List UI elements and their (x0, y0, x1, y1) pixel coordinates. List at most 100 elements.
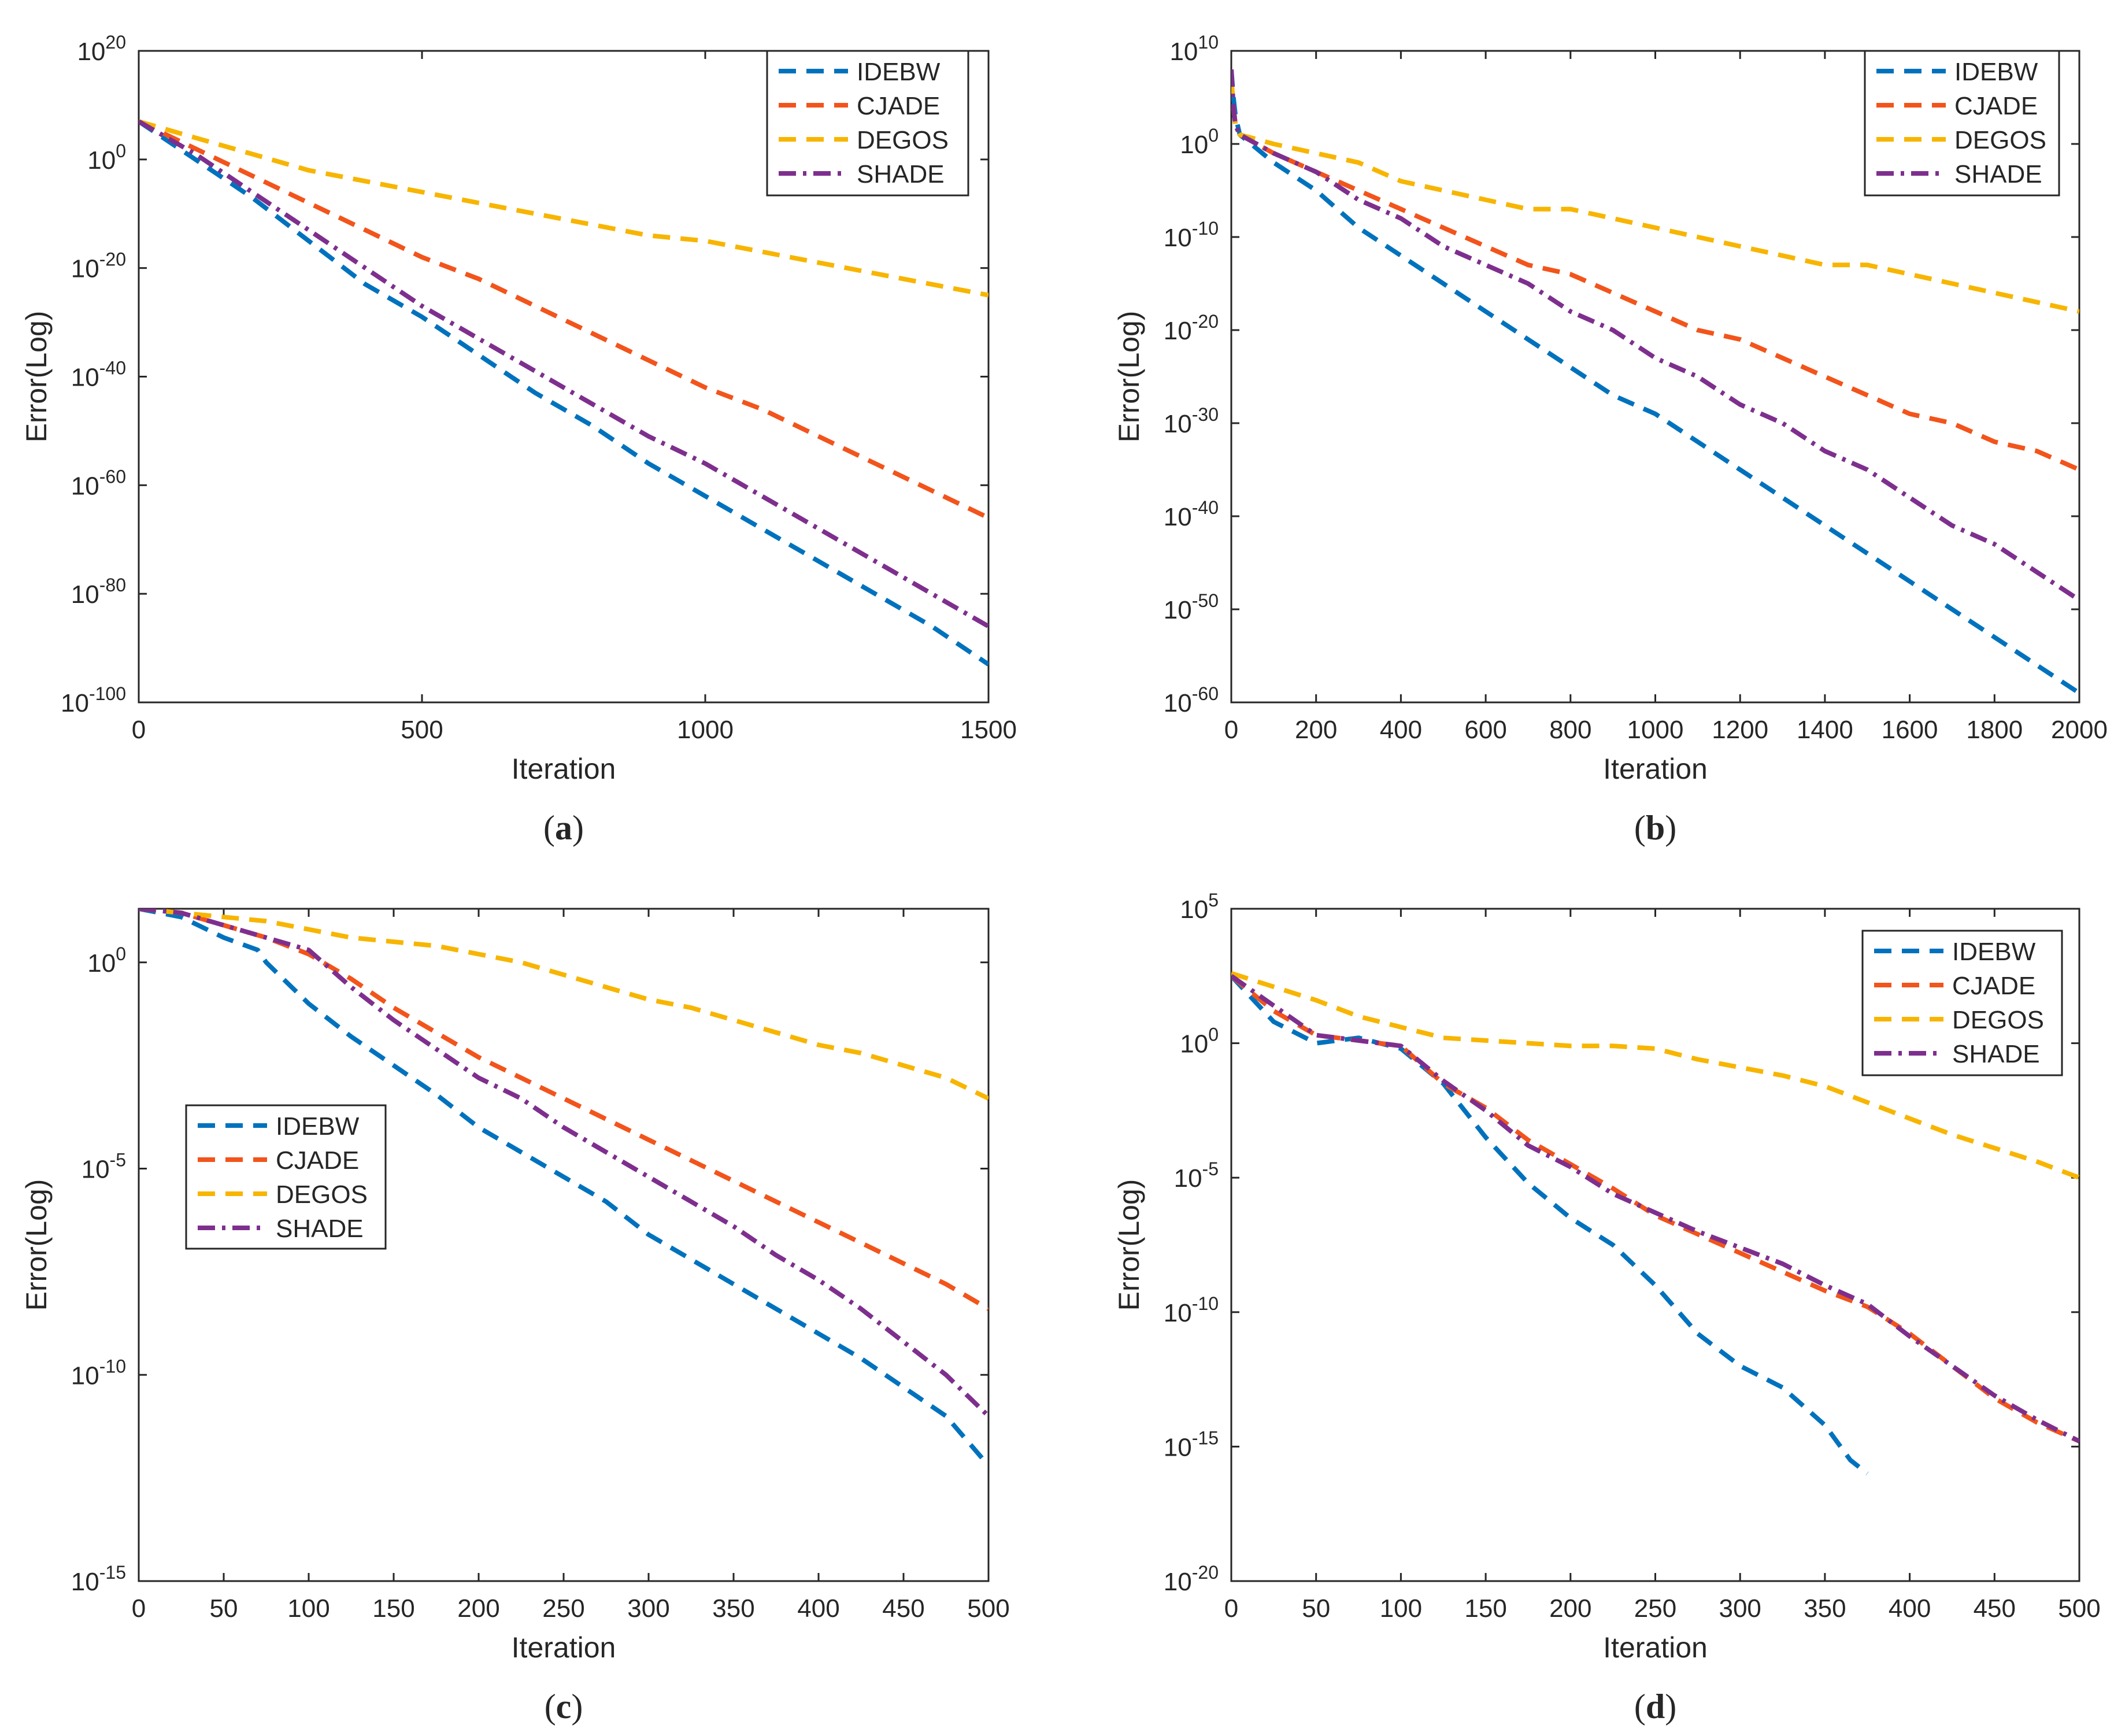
x-tick-label: 1000 (1627, 716, 1684, 744)
y-tick-label: 105 (1180, 890, 1219, 924)
y-axis-label: Error(Log) (20, 311, 53, 443)
legend-box (766, 50, 969, 197)
panel-caption: (a) (543, 809, 584, 847)
x-tick-label: 300 (627, 1594, 669, 1623)
x-axis-label: Iteration (1603, 1631, 1708, 1664)
legend-label-idebw: IDEBW (276, 1112, 360, 1141)
x-tick-label: 100 (1380, 1594, 1422, 1623)
x-tick-label: 0 (1224, 1594, 1238, 1623)
x-tick-label: 200 (457, 1594, 499, 1623)
y-tick-label: 100 (87, 943, 126, 978)
x-tick-label: 0 (132, 1594, 146, 1623)
y-tick-label: 10-15 (1164, 1427, 1219, 1461)
legend: IDEBW CJADE DEGOS SHADE (1864, 50, 2060, 197)
x-tick-label: 350 (1804, 1594, 1846, 1623)
legend-label-degos: DEGOS (1954, 126, 2046, 154)
legend-label-cjade: CJADE (857, 92, 940, 120)
x-axis-label: Iteration (1603, 753, 1708, 785)
y-tick-label: 100 (87, 140, 126, 175)
x-tick-label: 500 (401, 716, 443, 744)
y-tick-label: 10-5 (1174, 1158, 1219, 1193)
legend-label-cjade: CJADE (1952, 972, 2035, 1000)
x-tick-label: 100 (287, 1594, 329, 1623)
legend-label-idebw: IDEBW (1954, 58, 2038, 86)
series-line-shade (1231, 974, 2079, 1443)
y-tick-label: 10-30 (1164, 404, 1219, 438)
x-tick-label: 300 (1719, 1594, 1761, 1623)
y-tick-label: 10-5 (82, 1150, 126, 1184)
y-tick-label: 10-80 (71, 575, 126, 609)
panel-caption: (d) (1634, 1687, 1676, 1726)
legend-box (1861, 930, 2063, 1076)
y-tick-label: 100 (1180, 1024, 1219, 1058)
x-tick-label: 350 (712, 1594, 754, 1623)
chart-panel-a: 0 500 1000 1500 1020 100 10-20 10-40 10-60 10-80 1… (20, 32, 1017, 847)
x-tick-label: 0 (1224, 716, 1238, 744)
y-tick-label: 100 (1180, 125, 1219, 159)
series-line-idebw (139, 119, 988, 667)
series-line-degos (1231, 78, 2079, 314)
y-tick-label: 10-20 (1164, 311, 1219, 345)
legend-label-degos: DEGOS (1952, 1006, 2044, 1034)
panel-caption: (c) (545, 1687, 583, 1726)
x-tick-label: 50 (210, 1594, 238, 1623)
chart-panel-d: 0 50 100 150 200 250 300 350 400 450 500 105 100 10-5… (1113, 890, 2101, 1726)
y-tick-label: 10-50 (1164, 590, 1219, 624)
x-tick-label: 1500 (960, 716, 1017, 744)
y-tick-label: 10-10 (1164, 218, 1219, 252)
y-tick-label: 10-10 (1164, 1293, 1219, 1327)
y-tick-label: 10-40 (1164, 497, 1219, 531)
x-tick-label: 500 (967, 1594, 1009, 1623)
y-tick-label: 10-10 (71, 1356, 126, 1390)
legend-label-idebw: IDEBW (857, 58, 941, 86)
x-tick-label: 1200 (1712, 716, 1768, 744)
x-tick-label: 250 (1634, 1594, 1676, 1623)
x-axis-label: Iteration (512, 753, 616, 785)
legend-label-shade: SHADE (276, 1215, 364, 1243)
y-tick-label: 10-15 (71, 1562, 126, 1596)
x-tick-label: 600 (1464, 716, 1506, 744)
x-tick-label: 400 (1889, 1594, 1931, 1623)
legend-label-cjade: CJADE (1954, 92, 2038, 120)
x-tick-label: 400 (1380, 716, 1422, 744)
series-line-cjade (139, 119, 988, 520)
y-tick-label: 10-20 (1164, 1562, 1219, 1596)
legend-label-shade: SHADE (1954, 160, 2042, 188)
x-tick-label: 450 (882, 1594, 924, 1623)
panel-caption: (b) (1634, 809, 1676, 847)
series-line-degos (1231, 971, 2079, 1180)
series-line-idebw (139, 909, 988, 1467)
legend-label-shade: SHADE (1952, 1040, 2040, 1068)
x-tick-label: 1600 (1882, 716, 1938, 744)
y-tick-label: 10-60 (71, 466, 126, 500)
x-tick-label: 500 (2058, 1594, 2100, 1623)
x-tick-label: 150 (1464, 1594, 1506, 1623)
legend: IDEBW CJADE DEGOS SHADE (1861, 930, 2063, 1076)
y-tick-label: 1010 (1169, 32, 1219, 66)
x-tick-label: 150 (372, 1594, 414, 1623)
chart-panel-c: 0 50 100 150 200 250 300 350 400 450 500 100 10-5 10-… (20, 908, 1010, 1726)
x-tick-label: 200 (1549, 1594, 1591, 1623)
legend: IDEBW CJADE DEGOS SHADE (185, 1104, 387, 1250)
series-line-shade (1231, 69, 2079, 602)
series-line-degos (139, 909, 988, 1101)
chart-panel-b: 0 200 400 600 800 1000 1200 1400 1600 1800 2000 101… (1113, 32, 2108, 847)
y-tick-label: 10-40 (71, 358, 126, 392)
legend-label-degos: DEGOS (857, 126, 949, 154)
series-line-idebw (1231, 974, 1869, 1476)
x-tick-label: 1000 (677, 716, 734, 744)
legend-label-idebw: IDEBW (1952, 938, 2036, 966)
x-tick-label: 250 (542, 1594, 584, 1623)
series-line-cjade (1231, 78, 2079, 472)
y-tick-label: 10-20 (71, 249, 126, 283)
x-tick-label: 450 (1974, 1594, 2016, 1623)
y-tick-label: 10-60 (1164, 683, 1219, 717)
legend-label-degos: DEGOS (276, 1180, 368, 1209)
legend: IDEBW CJADE DEGOS SHADE (766, 50, 969, 197)
series-line-shade (139, 119, 988, 628)
y-axis-label: Error(Log) (20, 1179, 53, 1311)
x-tick-label: 1400 (1797, 716, 1853, 744)
x-tick-label: 0 (132, 716, 146, 744)
legend-label-shade: SHADE (857, 160, 945, 188)
